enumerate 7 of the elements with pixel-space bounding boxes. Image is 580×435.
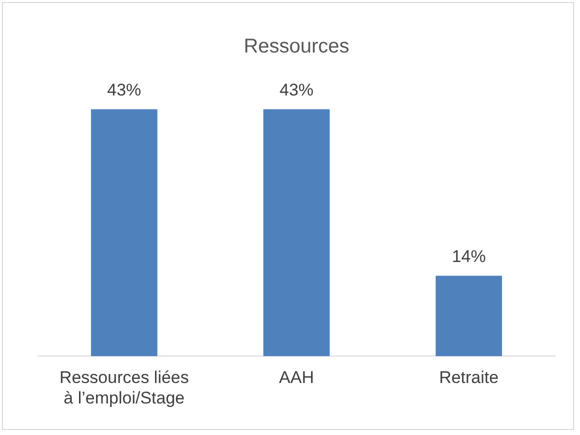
data-label: 43%	[107, 80, 142, 100]
data-label: 43%	[279, 80, 314, 100]
x-tick-label: Retraite	[439, 368, 499, 388]
data-label: 14%	[452, 246, 486, 266]
chart-title: Ressources	[244, 36, 350, 58]
x-tick-label: Ressources liées à l’emploi/Stage	[59, 368, 189, 408]
x-tick-label: AAH	[279, 368, 314, 388]
